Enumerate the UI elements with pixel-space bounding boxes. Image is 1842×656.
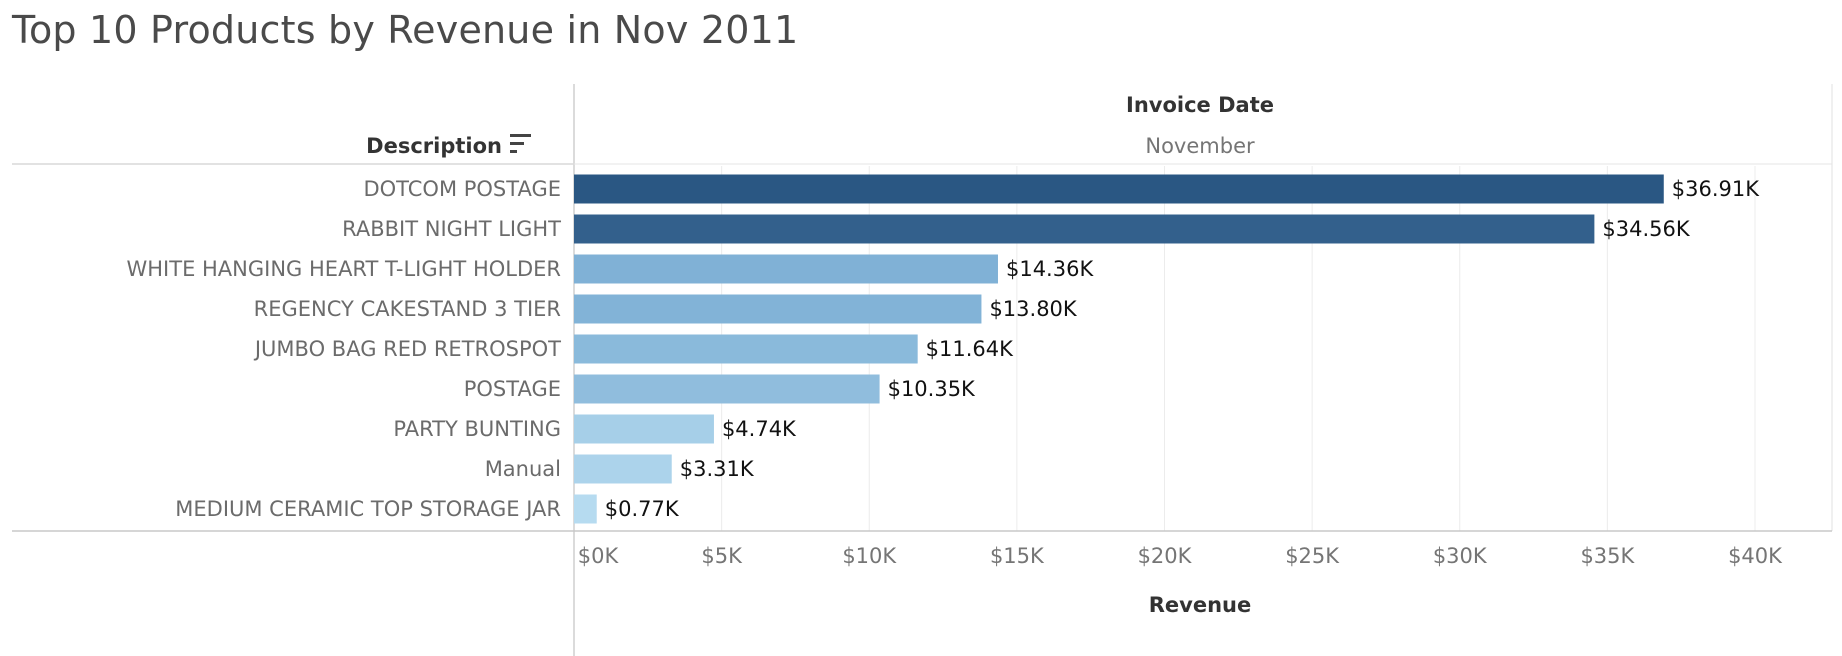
- category-label: REGENCY CAKESTAND 3 TIER: [254, 297, 561, 321]
- value-label: $0.77K: [605, 497, 680, 521]
- column-value-november: November: [1145, 134, 1255, 158]
- bar[interactable]: [574, 334, 918, 364]
- value-label: $34.56K: [1602, 217, 1690, 241]
- row-header-description: Description: [366, 134, 502, 158]
- bar[interactable]: [574, 454, 672, 484]
- x-tick-label: $0K: [578, 544, 620, 568]
- x-tick-label: $40K: [1728, 544, 1783, 568]
- category-label: POSTAGE: [464, 377, 561, 401]
- bar[interactable]: [574, 174, 1664, 204]
- bar[interactable]: [574, 494, 597, 524]
- category-label: PARTY BUNTING: [393, 417, 561, 441]
- bars: DOTCOM POSTAGE $36.91K RABBIT NIGHT LIGHT $…: [127, 174, 1760, 524]
- category-label: Manual: [485, 457, 561, 481]
- value-label: $11.64K: [926, 337, 1014, 361]
- x-tick-label: $35K: [1580, 544, 1635, 568]
- sort-descending-icon[interactable]: [510, 134, 531, 153]
- bar[interactable]: [574, 294, 982, 324]
- value-label: $36.91K: [1672, 177, 1760, 201]
- x-tick-label: $25K: [1285, 544, 1340, 568]
- bar[interactable]: [574, 374, 880, 404]
- category-label: WHITE HANGING HEART T-LIGHT HOLDER: [127, 257, 562, 281]
- chart-frame: [12, 84, 1833, 656]
- bar[interactable]: [574, 254, 998, 284]
- x-axis-title: Revenue: [1149, 593, 1252, 617]
- value-label: $13.80K: [989, 297, 1077, 321]
- category-label: RABBIT NIGHT LIGHT: [342, 217, 561, 241]
- x-tick-label: $5K: [701, 544, 743, 568]
- category-label: DOTCOM POSTAGE: [363, 177, 561, 201]
- value-label: $3.31K: [680, 457, 755, 481]
- x-axis-ticks: $0K $5K $10K $15K $20K $25K $30K $35K $40K: [578, 544, 1783, 568]
- category-label: MEDIUM CERAMIC TOP STORAGE JAR: [175, 497, 561, 521]
- column-header-invoice-date: Invoice Date: [1126, 93, 1274, 117]
- x-tick-label: $15K: [990, 544, 1045, 568]
- chart-title: Top 10 Products by Revenue in Nov 2011: [12, 8, 799, 52]
- value-label: $10.35K: [888, 377, 976, 401]
- x-tick-label: $30K: [1433, 544, 1488, 568]
- bar[interactable]: [574, 214, 1595, 244]
- bar[interactable]: [574, 414, 714, 444]
- x-tick-label: $20K: [1138, 544, 1193, 568]
- column-headers: Invoice Date November Description Revenu…: [366, 93, 1274, 617]
- x-tick-label: $10K: [842, 544, 897, 568]
- value-label: $4.74K: [722, 417, 797, 441]
- value-label: $14.36K: [1006, 257, 1094, 281]
- category-label: JUMBO BAG RED RETROSPOT: [253, 337, 561, 361]
